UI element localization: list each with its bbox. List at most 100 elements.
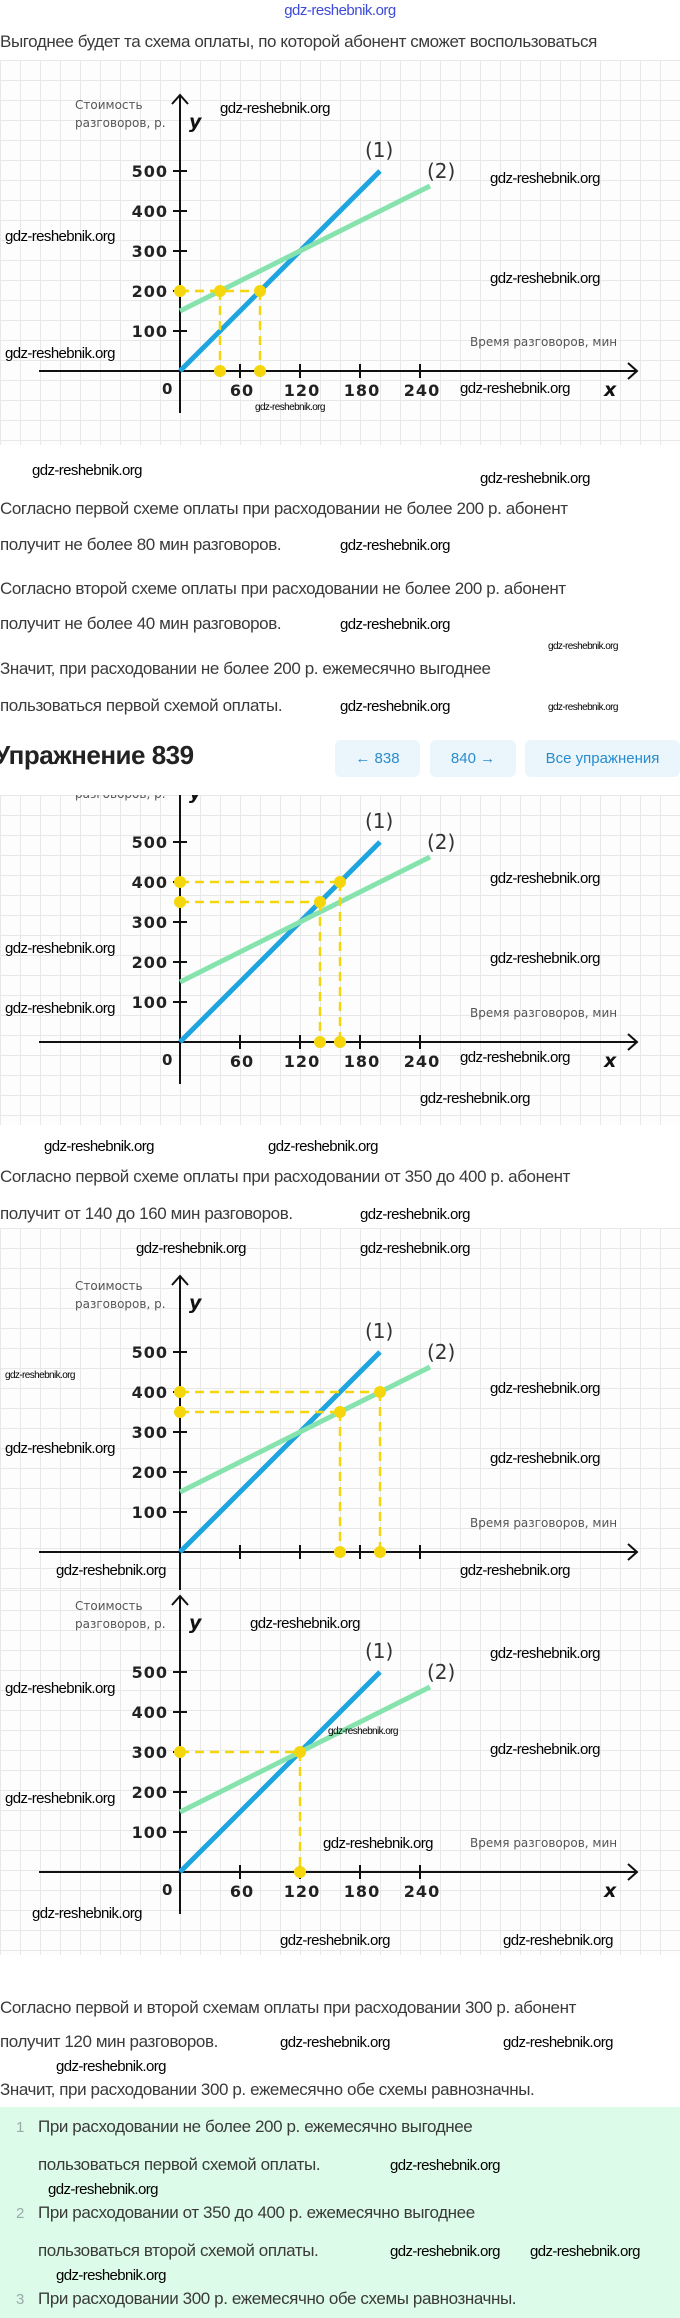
watermark: gdz-reshebnik.org xyxy=(490,270,600,287)
prev-exercise-button[interactable]: ← 838 xyxy=(335,740,420,777)
x-tick-label: 120 xyxy=(284,381,320,400)
series-line-1 xyxy=(178,169,382,373)
y-tick-label: 100 xyxy=(132,322,168,341)
watermark: gdz-reshebnik.org xyxy=(503,1932,613,1949)
watermark: gdz-reshebnik.org xyxy=(280,1932,390,1949)
text-line: получит не более 80 мин разговоров. xyxy=(0,535,282,554)
highlight-point xyxy=(374,1386,386,1398)
watermark: gdz-reshebnik.org xyxy=(490,1450,600,1467)
y-tick-label: 200 xyxy=(132,953,168,972)
answer-item-2: 2 При расходовании от 350 до 400 р. ежеме… xyxy=(16,2203,475,2224)
y-axis-arrow-icon xyxy=(171,1274,189,1286)
answer-item-3: 3 При расходовании 300 р. ежемесячно обе … xyxy=(16,2289,517,2310)
x-axis-arrow-icon xyxy=(627,1033,639,1051)
y-axis-title: разговоров, р. xyxy=(75,1617,166,1631)
watermark: gdz-reshebnik.org xyxy=(268,1138,378,1155)
watermark: gdz-reshebnik.org xyxy=(490,1380,600,1397)
x-axis-arrow-icon xyxy=(627,1543,639,1561)
text-line: получит не более 40 мин разговоров. xyxy=(0,614,282,633)
series-label-1: (1) xyxy=(365,809,393,833)
all-exercises-button[interactable]: Все упражнения xyxy=(525,740,680,777)
x-axis-title: Время разговоров, мин xyxy=(470,1006,617,1020)
chart-3-svg: Стоимость разговоров, р. y Время разговоров… xyxy=(39,1274,639,1594)
watermark: gdz-reshebnik.org xyxy=(32,1905,142,1922)
highlight-point xyxy=(254,285,266,297)
series-line-2 xyxy=(178,1364,432,1495)
watermark: gdz-reshebnik.org xyxy=(32,462,142,479)
watermark: gdz-reshebnik.org xyxy=(490,170,600,187)
highlight-point xyxy=(294,1866,306,1878)
x-tick-label: 120 xyxy=(284,1052,320,1071)
highlight-point xyxy=(254,365,266,377)
y-tick-label: 100 xyxy=(132,1503,168,1522)
watermark: gdz-reshebnik.org xyxy=(5,1790,115,1807)
y-tick-label: 200 xyxy=(132,1783,168,1802)
watermark: gdz-reshebnik.org xyxy=(340,537,450,554)
watermark: gdz-reshebnik.org xyxy=(460,1562,570,1579)
answer-item-1: 1 При расходовании не более 200 р. ежемес… xyxy=(16,2117,473,2138)
y-axis-letter: y xyxy=(189,795,203,804)
watermark: gdz-reshebnik.org xyxy=(390,2243,500,2260)
watermark: gdz-reshebnik.org xyxy=(460,380,570,397)
watermark: gdz-reshebnik.org xyxy=(56,2267,166,2284)
y-axis-letter: y xyxy=(189,1612,203,1634)
x-axis-letter: x xyxy=(603,1050,617,1072)
y-tick-label: 400 xyxy=(132,1383,168,1402)
watermark: gdz-reshebnik.org xyxy=(490,950,600,967)
watermark: gdz-reshebnik.org xyxy=(5,1680,115,1697)
y-tick-label: 400 xyxy=(132,873,168,892)
y-tick-label: 300 xyxy=(132,1743,168,1762)
highlight-point xyxy=(174,1386,186,1398)
watermark: gdz-reshebnik.org xyxy=(56,2058,166,2075)
chart-4: Стоимость разговоров, р. y Время разговоров… xyxy=(0,1590,680,1955)
highlight-point xyxy=(334,1546,346,1558)
watermark: gdz-reshebnik.org xyxy=(530,2243,640,2260)
series-label-2: (2) xyxy=(427,1660,455,1684)
watermark: gdz-reshebnik.org xyxy=(5,940,115,957)
watermark: gdz-reshebnik.org xyxy=(328,1726,398,1737)
x-tick-label: 180 xyxy=(344,381,380,400)
answer-number: 1 xyxy=(16,2119,24,2136)
y-tick-label: 500 xyxy=(132,162,168,181)
watermark: gdz-reshebnik.org xyxy=(340,616,450,633)
watermark: gdz-reshebnik.org xyxy=(480,470,590,487)
watermark: gdz-reshebnik.org xyxy=(5,228,115,245)
y-tick-label: 500 xyxy=(132,1343,168,1362)
highlight-point xyxy=(334,1036,346,1048)
series-label-2: (2) xyxy=(427,830,455,854)
x-tick-label: 60 xyxy=(230,1052,254,1071)
next-exercise-button[interactable]: 840 → xyxy=(430,740,516,777)
y-tick-label: 500 xyxy=(132,1663,168,1682)
watermark: gdz-reshebnik.org xyxy=(280,2034,390,2051)
watermark: gdz-reshebnik.org xyxy=(5,1440,115,1457)
highlight-point xyxy=(174,1406,186,1418)
chart-1: Стоимость разговоров, р. y Время разговоров… xyxy=(0,60,680,445)
series-line-2 xyxy=(178,854,432,985)
highlight-point xyxy=(214,365,226,377)
highlight-point xyxy=(334,1406,346,1418)
series-line-1 xyxy=(178,840,382,1044)
exercise-header: Упражнение 839 ← 838 840 → Все упражнени… xyxy=(0,730,680,788)
watermark: gdz-reshebnik.org xyxy=(360,1206,470,1223)
text-line: Значит, при расходовании не более 200 р.… xyxy=(0,659,491,678)
answer-text: При расходовании от 350 до 400 р. ежемес… xyxy=(38,2203,475,2222)
x-tick-label: 240 xyxy=(404,1882,440,1901)
x-tick-label: 60 xyxy=(230,381,254,400)
watermark: gdz-reshebnik.org xyxy=(548,702,618,713)
x-axis-arrow-icon xyxy=(627,362,639,380)
y-tick-label: 300 xyxy=(132,242,168,261)
answer-number: 2 xyxy=(16,2205,24,2222)
chart-1-svg: Стоимость разговоров, р. y Время разговоров… xyxy=(39,93,639,413)
series-label-2: (2) xyxy=(427,1340,455,1364)
watermark: gdz-reshebnik.org xyxy=(220,100,330,117)
y-tick-label: 400 xyxy=(132,202,168,221)
x-tick-label: 180 xyxy=(344,1882,380,1901)
answer-item-1-cont: пользоваться первой схемой оплаты. xyxy=(38,2155,321,2174)
y-axis-letter: y xyxy=(189,1292,203,1314)
highlight-point xyxy=(174,285,186,297)
x-tick-label: 240 xyxy=(404,381,440,400)
highlight-point xyxy=(314,1036,326,1048)
site-watermark-top[interactable]: gdz-reshebnik.org xyxy=(284,2,396,19)
series-label-2: (2) xyxy=(427,159,455,183)
